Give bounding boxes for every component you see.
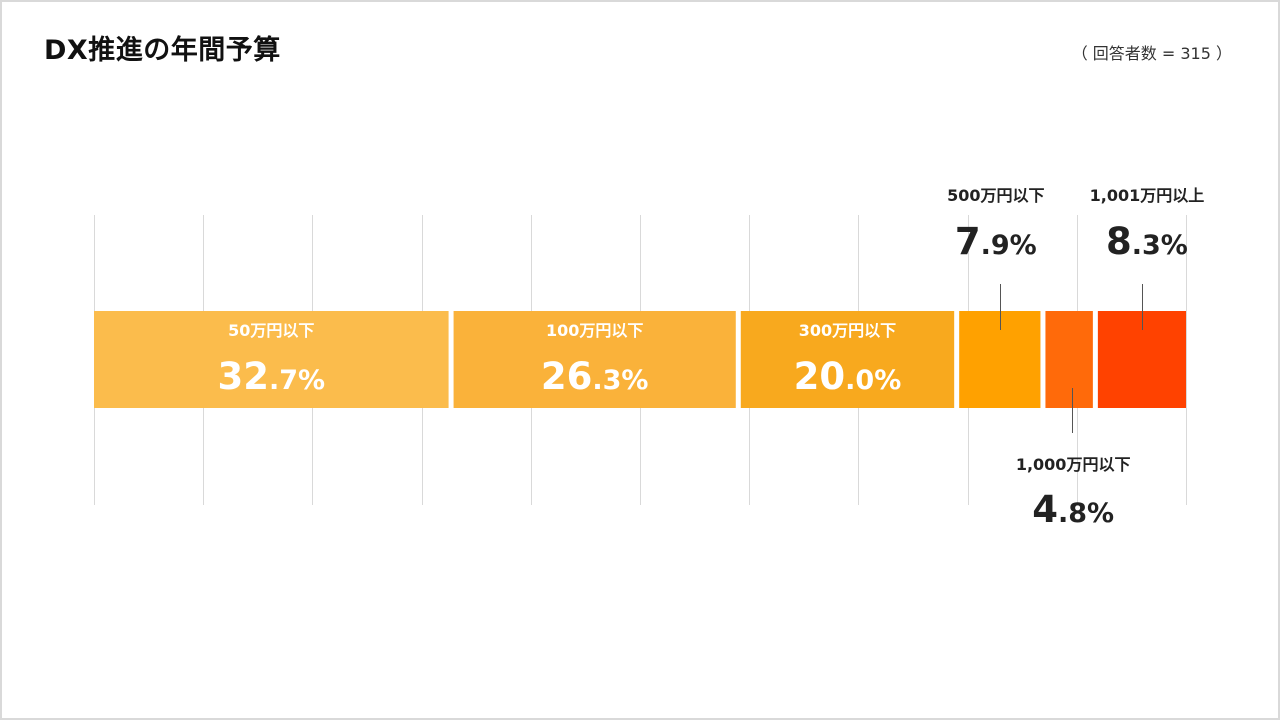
category-label: 500万円以下 — [947, 186, 1044, 205]
value-label: 26.3% — [541, 355, 649, 398]
value-label: 7.9% — [955, 220, 1037, 263]
category-label: 100万円以下 — [546, 321, 643, 340]
respondent-count: （ 回答者数 = 315 ） — [1071, 44, 1232, 63]
category-label: 300万円以下 — [799, 321, 896, 340]
bar-segment — [453, 311, 736, 408]
bar-segment — [94, 311, 449, 408]
value-label: 8.3% — [1106, 220, 1188, 263]
value-label: 20.0% — [794, 355, 902, 398]
bar-segment — [1097, 311, 1186, 408]
category-label: 1,000万円以下 — [1016, 455, 1131, 474]
value-label: 32.7% — [217, 355, 325, 398]
category-label: 50万円以下 — [228, 321, 314, 340]
bar-segment — [1045, 311, 1093, 408]
bar-segment — [740, 311, 955, 408]
bar-segment — [959, 311, 1041, 408]
value-label: 4.8% — [1032, 488, 1114, 531]
category-label: 1,001万円以上 — [1090, 186, 1205, 205]
page-title: DX推進の年間予算 — [44, 35, 281, 66]
